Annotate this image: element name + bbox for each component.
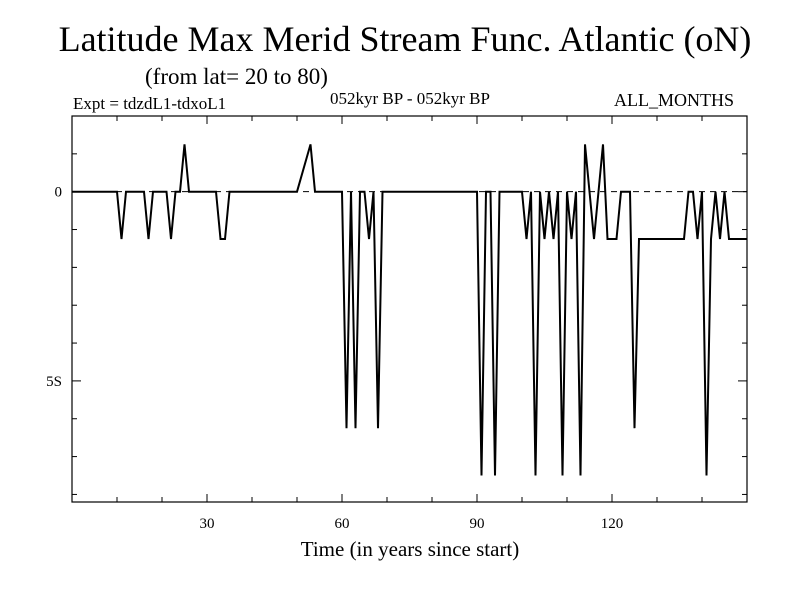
period-label: 052kyr BP - 052kyr BP [330, 89, 490, 108]
x-tick-label: 90 [470, 516, 485, 532]
series-layer [72, 144, 747, 476]
chart-title: Latitude Max Merid Stream Func. Atlantic… [58, 19, 752, 59]
x-tick-label: 60 [335, 516, 350, 532]
x-tick-label: 120 [601, 516, 624, 532]
axis-ticks [72, 115, 747, 502]
chart-subtitle: (from lat= 20 to 80) [145, 64, 328, 89]
plot-frame [71, 115, 748, 503]
x-tick-label: 30 [200, 516, 215, 532]
months-label: ALL_MONTHS [614, 90, 734, 110]
axis-tick-labels: 30 60 90 120 0 5S [46, 185, 623, 532]
y-tick-label: 5S [46, 374, 62, 390]
x-axis-label: Time (in years since start) [300, 537, 520, 561]
series-line-latitude_max [72, 144, 747, 476]
experiment-label: Expt = tdzdL1-tdxoL1 [73, 94, 227, 113]
y-tick-label: 0 [55, 185, 63, 201]
